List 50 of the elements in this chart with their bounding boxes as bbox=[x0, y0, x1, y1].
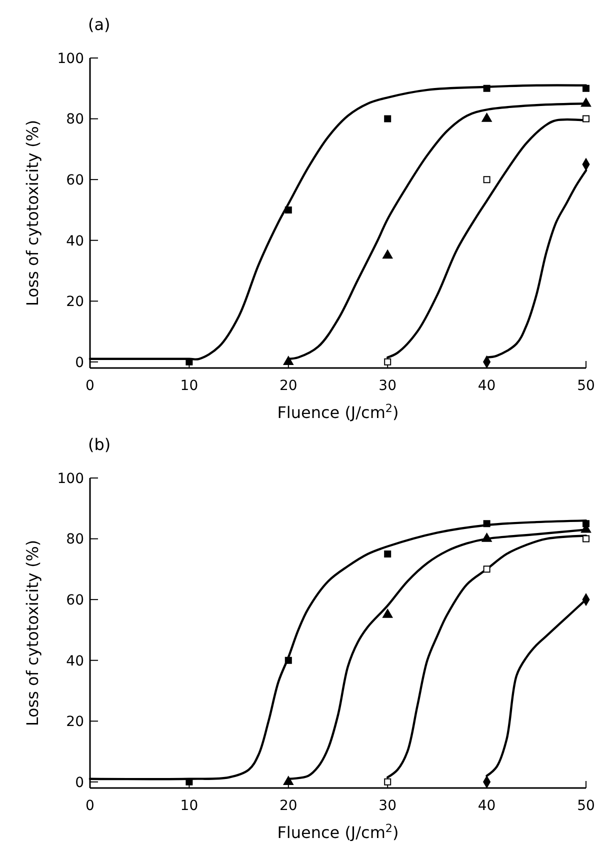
x-tick-label: 10 bbox=[180, 798, 198, 814]
x-tick-label: 40 bbox=[478, 798, 496, 814]
chart-title: (b) bbox=[88, 435, 111, 454]
y-tick-label: 0 bbox=[75, 354, 84, 371]
y-tick-label: 40 bbox=[66, 653, 84, 670]
x-tick-label: 50 bbox=[577, 378, 595, 394]
point bbox=[483, 84, 490, 92]
y-tick-label: 80 bbox=[66, 532, 84, 548]
x-tick-label: 0 bbox=[86, 798, 94, 814]
point bbox=[483, 176, 490, 184]
point bbox=[382, 609, 393, 618]
point bbox=[384, 778, 392, 786]
point bbox=[582, 84, 590, 92]
x-tick-label: 50 bbox=[577, 798, 595, 814]
point bbox=[483, 566, 490, 573]
point bbox=[283, 776, 294, 786]
point bbox=[482, 113, 492, 122]
y-tick-label: 20 bbox=[66, 714, 84, 730]
x-tick-label: 40 bbox=[478, 378, 496, 394]
y-tick-label: 100 bbox=[57, 50, 84, 67]
point bbox=[582, 535, 590, 542]
point bbox=[580, 98, 592, 107]
x-axis-title: Fluence (J/cm$^{2}$) bbox=[277, 402, 399, 422]
point bbox=[482, 533, 492, 542]
x-tick-label: 30 bbox=[378, 798, 397, 814]
point bbox=[582, 115, 590, 122]
point bbox=[382, 250, 393, 259]
x-tick-label: 20 bbox=[279, 378, 298, 394]
y-tick-label: 0 bbox=[75, 774, 84, 791]
chart-title: (a) bbox=[88, 15, 110, 34]
x-tick-label: 30 bbox=[378, 378, 397, 394]
y-tick-label: 60 bbox=[66, 172, 84, 188]
point bbox=[384, 115, 392, 122]
y-axis-title: Loss of cytotoxicity (%) bbox=[23, 540, 42, 726]
point bbox=[284, 206, 292, 214]
point bbox=[284, 656, 292, 664]
point bbox=[483, 520, 490, 528]
y-tick-label: 40 bbox=[66, 233, 84, 250]
x-tick-label: 10 bbox=[180, 378, 198, 394]
y-tick-label: 80 bbox=[66, 112, 84, 128]
point bbox=[384, 358, 392, 366]
point bbox=[384, 550, 392, 558]
y-tick-label: 100 bbox=[57, 470, 84, 487]
y-tick-label: 60 bbox=[66, 592, 84, 608]
y-tick-label: 20 bbox=[66, 294, 84, 310]
x-tick-label: 20 bbox=[279, 798, 298, 814]
y-axis-title: Loss of cytotoxicity (%) bbox=[23, 120, 42, 306]
point bbox=[283, 356, 294, 366]
x-tick-label: 0 bbox=[86, 378, 94, 394]
x-axis-title: Fluence (J/cm$^{2}$) bbox=[277, 822, 399, 842]
